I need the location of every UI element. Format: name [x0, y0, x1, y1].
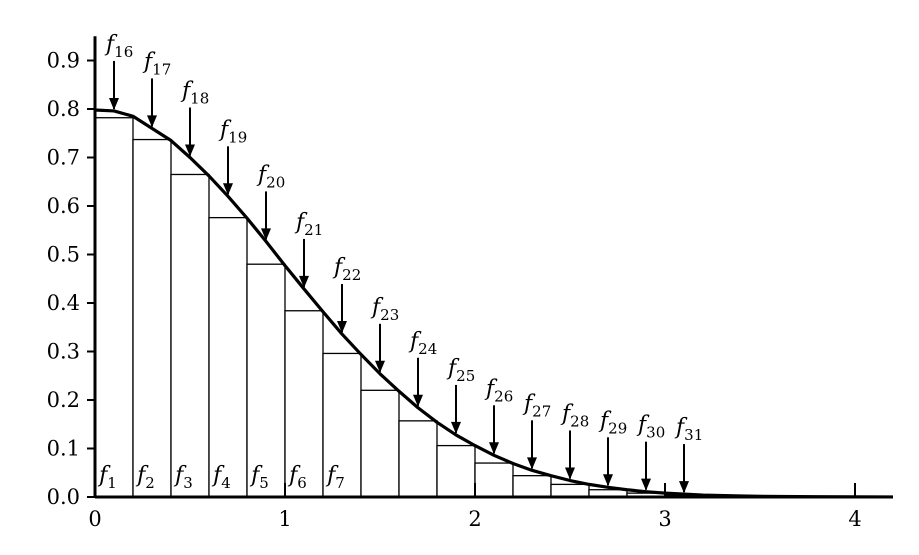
arrowhead-f23 [375, 360, 385, 373]
point-label-f28: f28 [560, 402, 589, 431]
arrowhead-f22 [337, 321, 347, 334]
density-curve-layer [94, 108, 894, 499]
bar-13 [550, 483, 590, 498]
bar-6 [284, 310, 324, 498]
arrowhead-f19 [223, 183, 233, 196]
arrowhead-f25 [451, 421, 461, 434]
y-tick-label-1: 0.1 [47, 437, 80, 461]
y-tick-label-6: 0.6 [47, 194, 80, 218]
bar-3 [170, 173, 210, 498]
x-tick-label-3: 3 [658, 507, 671, 531]
arrowhead-f16 [109, 97, 119, 110]
arrowhead-f27 [527, 457, 537, 470]
histogram-bars: f1 f2 f3 f4 f5 f6 f7 [94, 117, 704, 498]
y-tick-label-5: 0.5 [47, 243, 80, 267]
arrowhead-f29 [603, 474, 613, 487]
arrowhead-f26 [489, 442, 499, 455]
bar-1 [94, 117, 134, 498]
arrowhead-f17 [147, 115, 157, 128]
point-label-f31: f31 [674, 415, 703, 444]
point-label-f20: f20 [256, 162, 285, 191]
point-label-f29: f29 [598, 408, 627, 437]
x-tick-label-2: 2 [468, 507, 481, 531]
arrowhead-f31 [679, 481, 689, 494]
point-label-f18: f18 [180, 79, 209, 108]
bar-12 [512, 475, 552, 498]
point-label-f16: f16 [104, 32, 133, 61]
bar-2 [132, 138, 172, 498]
arrowhead-f30 [641, 478, 651, 491]
bar-9 [398, 420, 438, 498]
point-label-f27: f27 [522, 391, 551, 420]
bar-4 [208, 216, 248, 498]
point-label-f19: f19 [218, 117, 247, 146]
arrowhead-f20 [261, 228, 271, 241]
curve-annotations: f16 f17 f18 f19 f20 f21 f22 f23 f24 f25 f26 f27 f28 f… [104, 32, 703, 494]
y-tick-label-2: 0.2 [47, 388, 80, 412]
y-tick-label-4: 0.4 [47, 291, 80, 315]
axes: 0.0 0.1 0.2 0.3 0.4 0.5 0.6 0.7 0.8 0.9 0 1 2 3 4 [47, 36, 888, 531]
y-tick-label-8: 0.8 [47, 97, 80, 121]
density-curve [94, 108, 894, 499]
x-tick-label-1: 1 [278, 507, 291, 531]
point-label-f21: f21 [294, 210, 323, 239]
bar-8 [360, 389, 400, 498]
y-tick-label-3: 0.3 [47, 340, 80, 364]
point-label-f25: f25 [446, 356, 475, 385]
arrowhead-f18 [185, 144, 195, 157]
arrowhead-f21 [299, 275, 309, 288]
point-label-f24: f24 [408, 329, 437, 358]
x-tick-label-4: 4 [848, 507, 861, 531]
bar-7 [322, 352, 362, 498]
y-tick-label-0: 0.0 [47, 485, 80, 509]
arrowhead-f28 [565, 467, 575, 480]
arrowhead-f24 [413, 394, 423, 407]
x-tick-label-0: 0 [88, 507, 101, 531]
point-label-f22: f22 [332, 255, 361, 284]
point-label-f30: f30 [636, 413, 665, 442]
point-label-f26: f26 [484, 376, 513, 405]
y-tick-label-9: 0.9 [47, 49, 80, 73]
point-label-f23: f23 [370, 295, 399, 324]
point-label-f17: f17 [142, 49, 171, 78]
y-tick-label-7: 0.7 [47, 146, 80, 170]
bar-10 [436, 444, 476, 498]
bar-11 [474, 462, 514, 498]
